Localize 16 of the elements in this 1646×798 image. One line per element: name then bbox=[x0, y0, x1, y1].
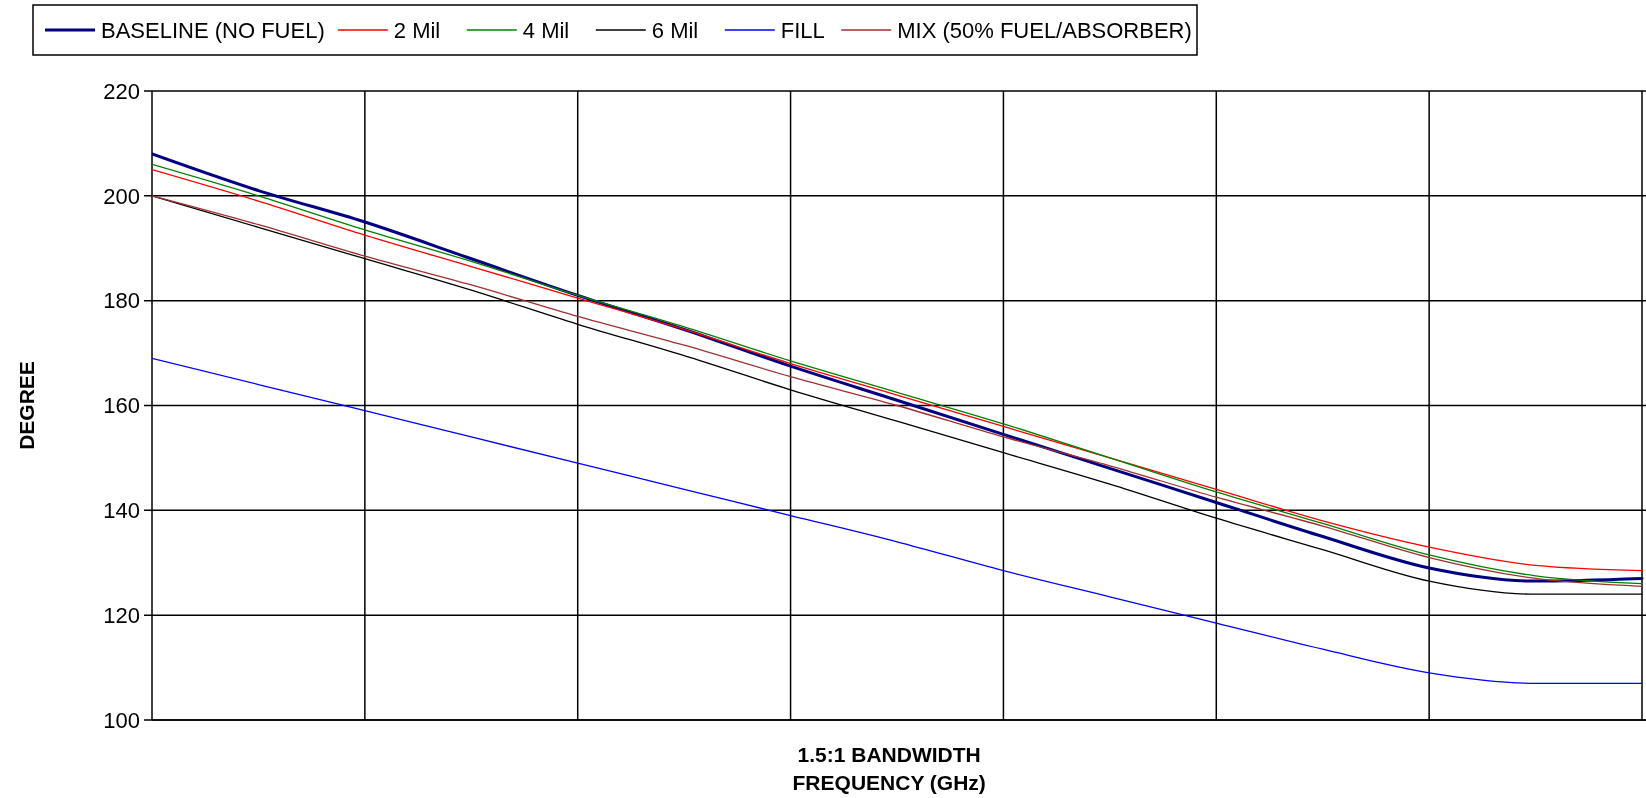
y-tick-label: 120 bbox=[103, 602, 140, 628]
x-axis-title: 1.5:1 BANDWIDTH FREQUENCY (GHz) bbox=[792, 743, 986, 794]
legend-label: 4 Mil bbox=[522, 17, 570, 43]
legend-label: BASELINE (NO FUEL) bbox=[101, 17, 325, 43]
y-tick-label: 100 bbox=[103, 707, 140, 733]
line-series bbox=[152, 357, 1643, 684]
y-tick-label: 140 bbox=[103, 498, 140, 524]
y-tick-label: 220 bbox=[103, 78, 140, 104]
y-axis-title: DEGREE bbox=[15, 361, 38, 450]
legend-label: FILL bbox=[780, 17, 825, 43]
y-tick-label: 180 bbox=[103, 288, 140, 314]
y-tick-label: 160 bbox=[103, 393, 140, 419]
y-tick-label: 200 bbox=[103, 183, 140, 209]
legend-label: 2 Mil bbox=[393, 17, 441, 43]
legend-label: MIX (50% FUEL/ABSORBER) bbox=[897, 17, 1192, 43]
legend-label: 6 Mil bbox=[651, 17, 699, 43]
